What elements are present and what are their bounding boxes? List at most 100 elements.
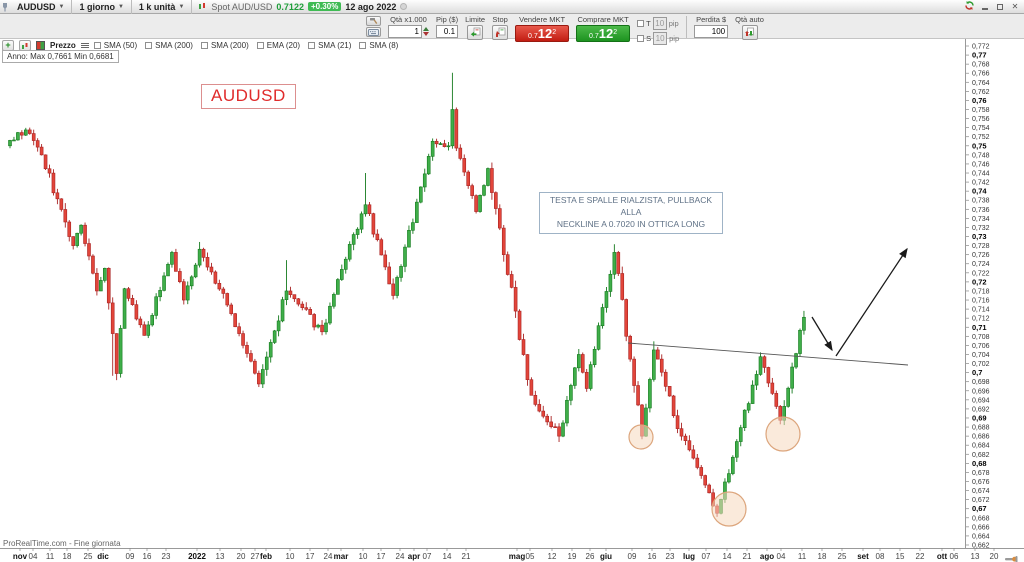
candle-body [746,403,751,411]
quantity-input[interactable] [388,25,422,38]
candle-body [264,356,269,370]
take-profit-input[interactable] [652,17,667,30]
candle-body [71,236,75,246]
indicator-toggle-5[interactable]: SMA (8) [359,41,398,50]
sell-price-big: 12 [537,26,553,41]
candle-body [636,385,640,406]
candle-body [189,276,194,287]
status-dot-icon [400,3,408,10]
stop-loss-input[interactable] [653,32,668,45]
candle-body [509,274,514,288]
quantity-stepper[interactable] [423,27,429,36]
candle-body [395,277,399,296]
price-tick-label: 0,666 [972,524,990,531]
stop-label: Stop [492,15,508,24]
pin-icon [0,1,10,13]
price-series-label: Prezzo [50,41,76,50]
candle-body [122,288,127,329]
indicator-checkbox[interactable] [93,42,101,49]
candle-body [742,409,747,428]
candle-body [272,330,277,343]
price-tick-label: 0,682 [972,452,990,459]
candle-body [734,441,739,458]
limit-order-button[interactable] [467,25,484,40]
price-tick-label: 0,676 [972,479,990,486]
candle-body [162,275,166,291]
indicator-toggle-3[interactable]: EMA (20) [256,41,300,50]
loss-input[interactable] [694,25,729,38]
price-tick-label: 0,766 [972,71,990,78]
stop-loss-checkbox[interactable] [637,35,645,42]
candle-body [426,156,431,175]
candle-body [434,140,439,145]
indicator-checkbox[interactable] [308,42,316,49]
candle-body [371,213,376,235]
indicator-checkbox[interactable] [145,42,153,49]
date-tick-label: 24 [396,552,405,561]
date-tick-label: mar [334,552,349,561]
candle-body [573,367,577,386]
candle-body [525,354,530,380]
indicator-toggle-2[interactable]: SMA (200) [200,41,249,50]
minimize-button[interactable] [980,2,990,12]
candle-body [699,467,704,476]
date-tick-label: 16 [143,552,152,561]
date-tick-label: dic [97,552,109,561]
autoqty-button[interactable] [741,25,758,40]
date-tick-label: 27 [251,552,260,561]
sell-group: Vendere MKT 0.7 12 2 [515,15,570,42]
annotation-note-box[interactable]: TESTA E SPALLE RIALZISTA, PULLBACK ALLA … [539,192,723,234]
symbol-selector[interactable]: AUDUSD ▼ [10,0,73,14]
units-selector[interactable]: 1 k unità ▼ [132,0,193,14]
date-tick-label: 16 [648,552,657,561]
candle-body [118,328,123,374]
indicator-toggle-0[interactable]: SMA (50) [93,41,137,50]
candle-body [462,158,467,173]
date-tick-label: 20 [237,552,246,561]
candle-body [474,195,478,212]
candle-body [43,154,48,170]
candle-body [707,484,711,494]
price-tick-label: 0,696 [972,388,990,395]
indicator-checkbox[interactable] [256,42,264,49]
buy-market-button[interactable]: 0.7 12 2 [576,25,631,42]
price-tick-label: 0,77 [972,51,987,60]
candle-body [185,285,190,301]
sell-market-button[interactable]: 0.7 12 2 [515,25,570,42]
spot-label: Spot AUD/USD [211,1,273,12]
candle-body [343,258,348,270]
pip-value-input[interactable] [436,25,459,38]
date-tick-label: 04 [777,552,786,561]
date-tick-label: 20 [990,552,999,561]
axis-settings-icon[interactable] [1004,551,1018,562]
sell-label: Vendere MKT [519,15,566,24]
candle-body [786,387,790,407]
date-tick-label: 17 [377,552,386,561]
take-profit-pip-unit: pip [668,19,679,28]
price-tick-label: 0,664 [972,533,990,540]
candle-body [802,316,806,331]
hammer-icon[interactable] [366,16,381,26]
symbol-label-box[interactable]: AUDUSD [201,84,296,109]
stop-order-button[interactable] [492,25,509,40]
keyboard-icon[interactable] [366,27,381,37]
close-button[interactable]: ✕ [1011,2,1019,11]
refresh-icon[interactable] [964,0,975,13]
date-tick-label: 17 [306,552,315,561]
candle-body [347,244,352,260]
restore-button[interactable] [995,2,1005,12]
indicator-checkbox[interactable] [359,42,367,49]
candle-body [529,379,534,396]
candle-body [486,168,490,186]
indicator-toggle-1[interactable]: SMA (200) [145,41,193,50]
price-series-chip[interactable] [36,41,45,50]
candle-body [166,264,170,277]
take-profit-checkbox[interactable] [637,20,645,27]
candle-body [35,140,40,148]
timeframe-selector[interactable]: 1 giorno ▼ [72,0,132,14]
list-icon[interactable] [80,43,89,48]
indicator-checkbox[interactable] [200,42,208,49]
candle-body [438,143,443,145]
indicator-toggle-4[interactable]: SMA (21) [308,41,351,50]
